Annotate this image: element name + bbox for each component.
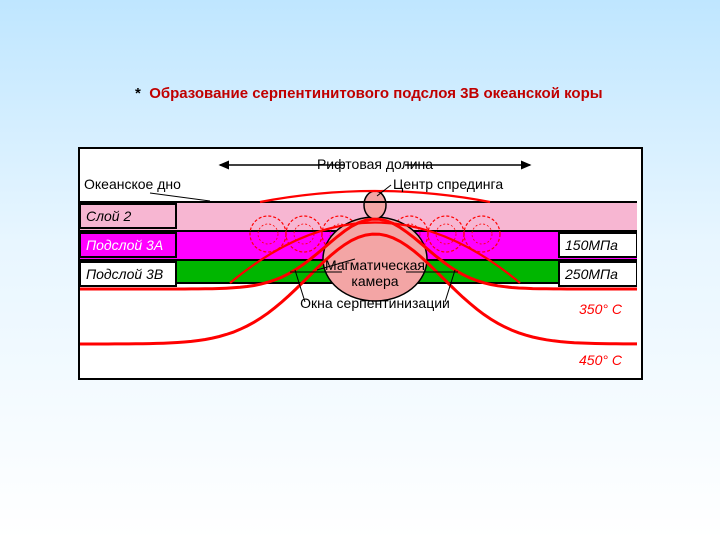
rift-valley-label: Рифтовая долина [317,156,433,172]
pressure-text: 250МПа [564,266,618,282]
isotherm-label: 450° C [579,352,623,368]
isotherm-label: 350° C [579,301,623,317]
title-text: Образование серпентинитового подслоя 3В … [149,85,602,102]
layer-label-text: Слой 2 [86,208,131,224]
pressure-text: 150МПа [565,237,618,253]
layer-label-text: Подслой 3А [86,237,163,253]
spreading-center-label: Центр спрединга [393,176,503,192]
ocean-floor-label: Океанское дно [84,176,181,192]
serp-windows-label: Окна серпентинизации [300,295,450,311]
page-title: * Образование серпентинитового подслоя 3… [135,85,603,102]
layer-label-text: Подслой 3В [86,266,163,282]
diagram-frame: 350° C 450° C Слой 2 Подслой 3А Подслой 3В 15… [78,147,643,380]
ocean-floor-pointer [150,193,210,201]
spreading-center-neck [364,191,386,219]
magma-label-1: Магматическая [325,257,425,273]
magma-label-2: камера [351,273,398,289]
diagram-svg: 350° C 450° C Слой 2 Подслой 3А Подслой 3В 15… [80,149,637,374]
title-asterisk: * [135,85,149,102]
